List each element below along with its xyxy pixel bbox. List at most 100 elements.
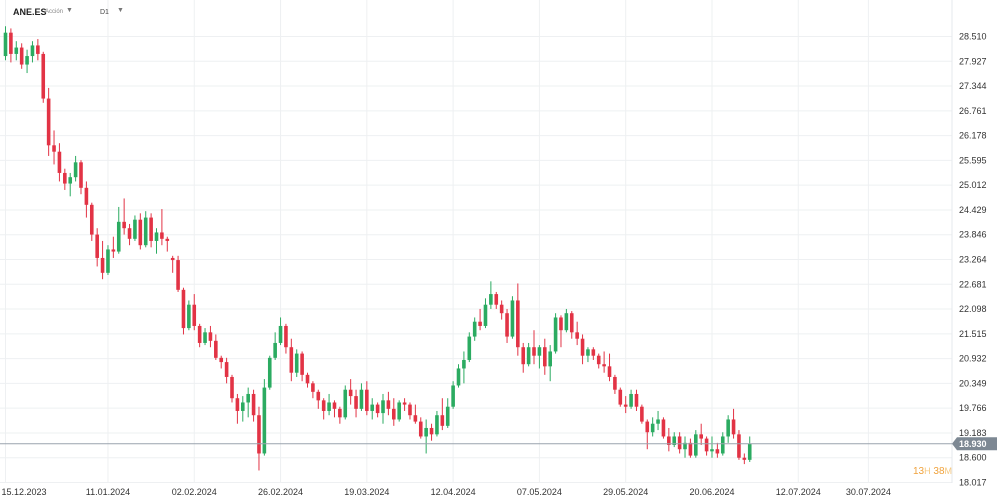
candle-body — [445, 406, 450, 426]
candle-body — [133, 219, 137, 239]
candle — [240, 396, 245, 422]
candles — [3, 26, 752, 471]
candle-body — [116, 221, 121, 252]
candle-body — [699, 434, 703, 439]
candle — [154, 228, 159, 254]
candle — [553, 313, 558, 354]
candle-body — [391, 408, 396, 420]
candle-body — [537, 347, 542, 356]
candle-body — [224, 362, 229, 377]
chart-toolbar: ANE.ES Acción ▼ D1 ▼ — [0, 0, 1000, 24]
candle — [57, 143, 62, 182]
time-axis[interactable]: 15.12.2023 11.01.2024 02.02.2024 26.02.2024… — [1, 487, 890, 497]
candle-body — [149, 217, 153, 241]
candle — [176, 255, 180, 292]
candle-body — [489, 294, 493, 305]
candle-body — [645, 421, 650, 433]
candle — [510, 296, 515, 339]
candle — [224, 357, 229, 384]
price-tick-label: 21.515 — [959, 329, 987, 339]
candle — [19, 43, 24, 69]
candle — [445, 398, 450, 428]
candle — [25, 49, 29, 74]
candle — [548, 345, 552, 382]
symbol-dropdown-icon[interactable]: ▼ — [66, 7, 73, 14]
price-tick-label: 26.761 — [959, 106, 987, 116]
candle — [138, 213, 143, 250]
candle-body — [327, 402, 331, 411]
candle-body — [715, 449, 720, 454]
candle — [472, 317, 477, 341]
candle — [230, 374, 234, 403]
candle-body — [154, 232, 159, 241]
candle-body — [305, 374, 310, 384]
current-price-indicator: 18.930 — [0, 437, 997, 451]
candle — [127, 223, 132, 246]
price-tick-label: 20.932 — [959, 354, 987, 364]
candle — [354, 389, 358, 418]
candle — [52, 130, 56, 165]
candle — [440, 398, 445, 431]
candle-body — [235, 398, 240, 411]
candle-body — [46, 98, 51, 146]
candle — [149, 213, 153, 248]
candle — [402, 398, 407, 411]
candle — [267, 355, 272, 390]
candle — [170, 255, 175, 273]
candle-body — [197, 325, 202, 343]
candle — [575, 321, 579, 346]
candle-body — [575, 332, 579, 339]
candle-body — [618, 389, 623, 405]
candle — [505, 308, 509, 343]
candle-body — [219, 357, 224, 363]
candle-body — [100, 257, 105, 273]
candle — [596, 353, 601, 369]
candle — [111, 236, 116, 258]
candle — [73, 155, 78, 182]
date-tick-label: 20.06.2024 — [689, 487, 734, 497]
candle-countdown: 13H 38M — [913, 466, 952, 477]
candle-body — [532, 347, 536, 356]
candle-body — [79, 162, 83, 188]
candle-body — [354, 396, 358, 409]
date-tick-label: 12.04.2024 — [431, 487, 476, 497]
candle — [537, 345, 542, 369]
candle-body — [521, 347, 526, 365]
timeframe-dropdown-icon[interactable]: ▼ — [117, 7, 124, 14]
candle — [381, 393, 385, 424]
candle-body — [634, 393, 639, 407]
candle-body — [564, 313, 569, 331]
candle-body — [413, 415, 418, 422]
candle — [41, 51, 46, 103]
date-tick-label: 26.02.2024 — [258, 487, 303, 497]
timeframe-label[interactable]: D1 — [100, 9, 109, 16]
current-price-label: 18.930 — [959, 439, 987, 449]
candle-body — [543, 347, 547, 367]
candle-body — [677, 436, 682, 450]
candle-body — [586, 349, 590, 356]
candle — [343, 385, 348, 420]
candle-body — [181, 289, 186, 329]
candle — [737, 430, 741, 460]
price-tick-label: 28.510 — [959, 32, 987, 42]
date-tick-label: 12.07.2024 — [776, 487, 821, 497]
candle — [623, 396, 628, 414]
candle-body — [483, 304, 488, 326]
candle — [203, 328, 207, 346]
candle — [742, 453, 747, 465]
candle — [89, 202, 94, 241]
candle-body — [418, 421, 423, 437]
candle-body — [300, 353, 304, 375]
candle — [607, 353, 612, 382]
price-axis[interactable]: 28.510 27.927 27.344 26.761 26.178 25.595 25.0… — [959, 32, 987, 488]
candle-body — [30, 45, 35, 57]
candle-body — [397, 402, 401, 420]
candle — [699, 423, 703, 445]
candle — [424, 419, 428, 454]
symbol-label[interactable]: ANE.ES — [13, 7, 47, 17]
candle — [640, 404, 644, 424]
price-tick-label: 27.344 — [959, 81, 987, 91]
countdown-hours-unit: H — [924, 466, 931, 476]
candle — [3, 26, 8, 61]
